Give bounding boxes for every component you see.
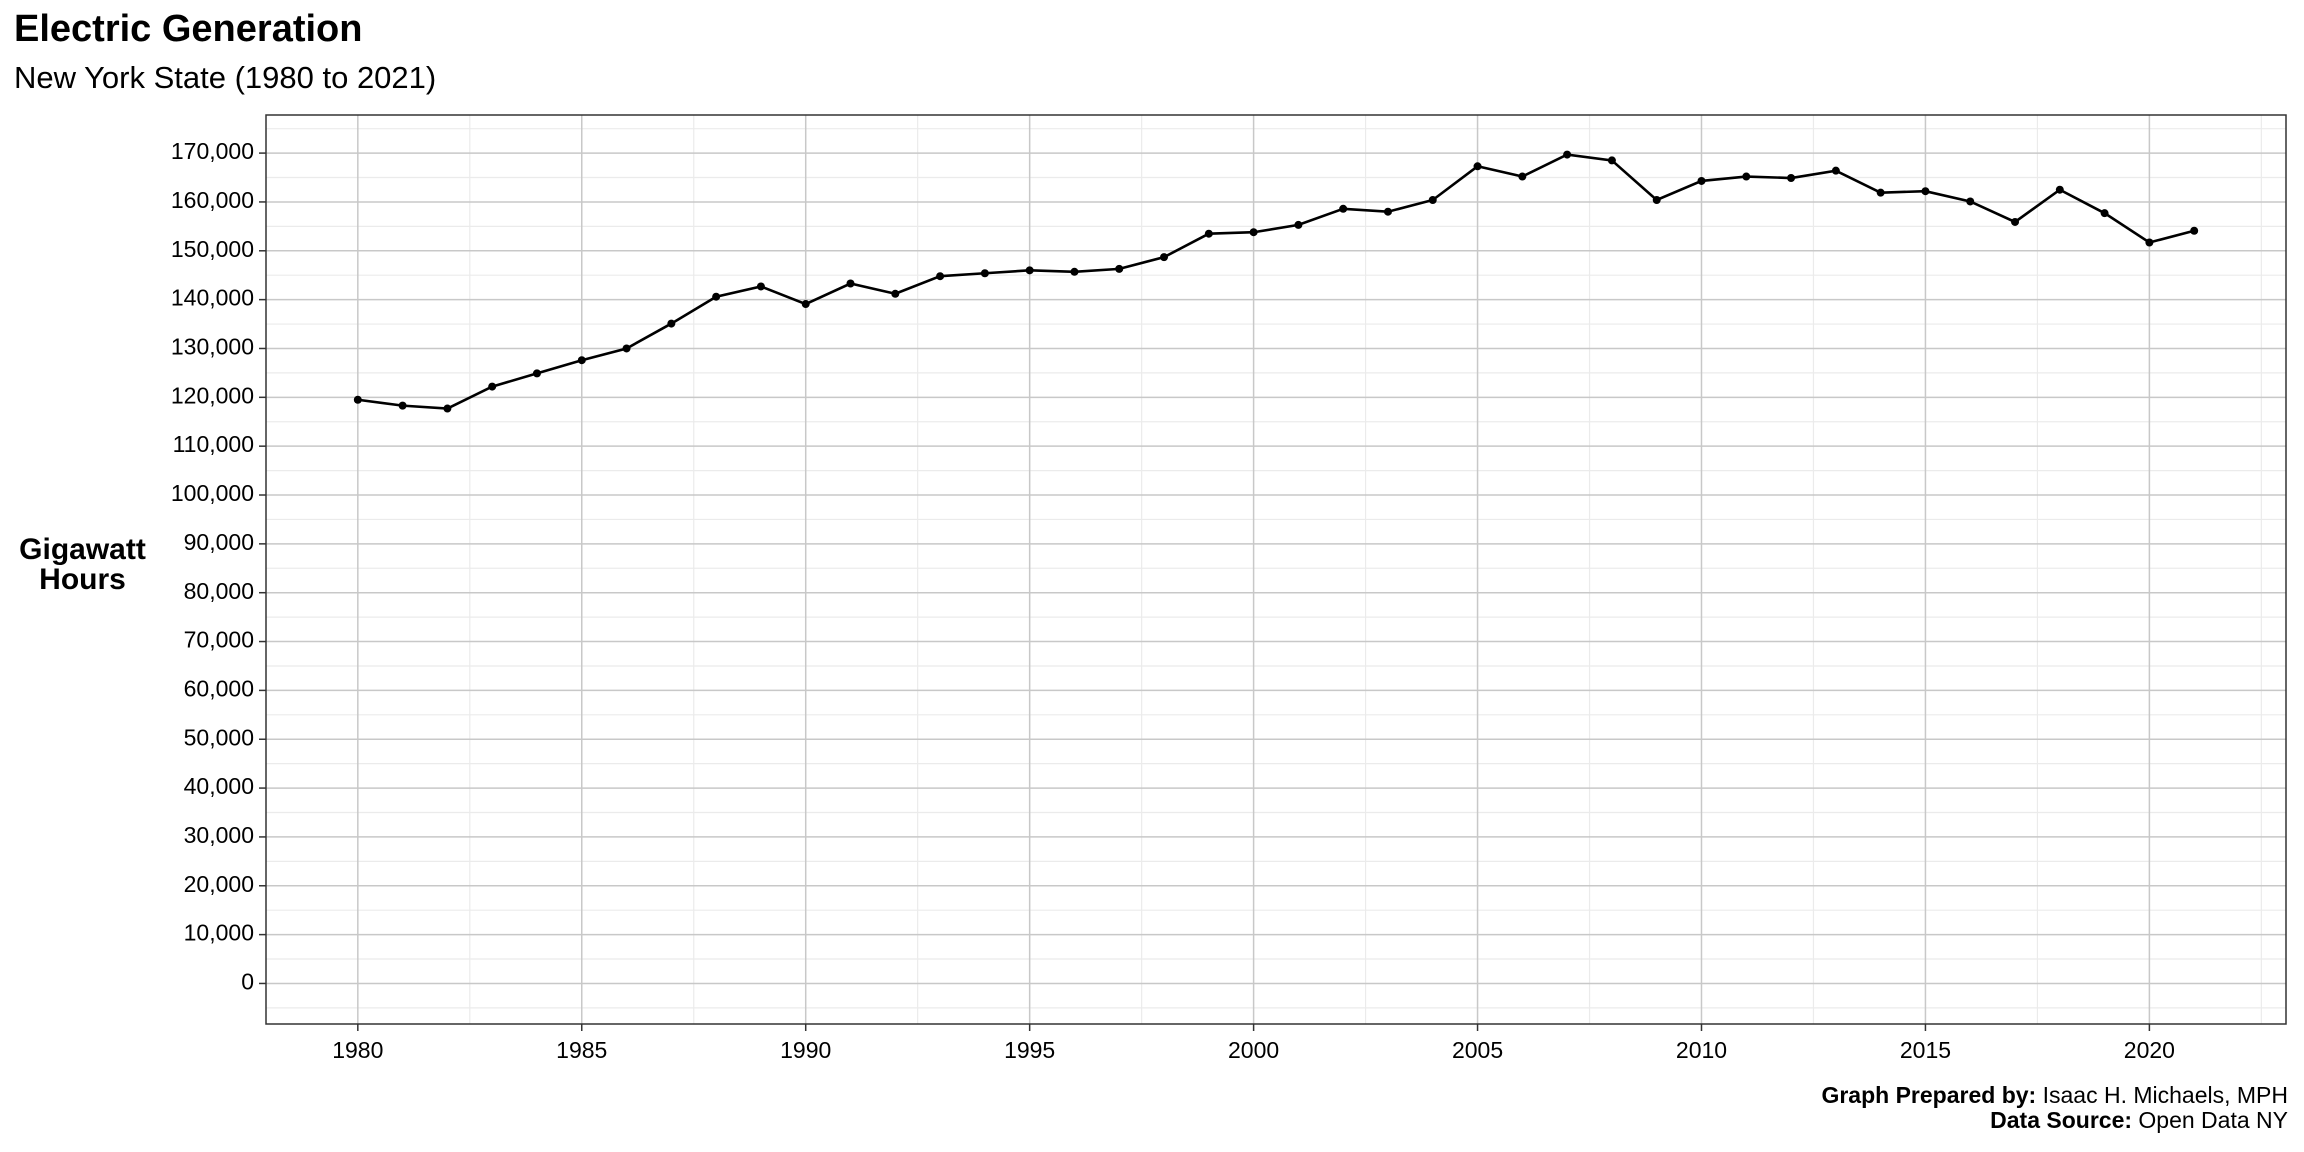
caption-text: Isaac H. Michaels, MPH <box>2042 1082 2288 1108</box>
x-tick-label: 2010 <box>1676 1037 1727 1063</box>
x-tick-label: 2015 <box>1900 1037 1951 1063</box>
chart-title: Electric Generation <box>14 8 362 50</box>
point <box>1831 166 1840 175</box>
x-tick-label: 2020 <box>2124 1037 2175 1063</box>
point <box>1563 150 1572 159</box>
point <box>532 369 541 378</box>
point <box>353 395 362 404</box>
y-axis-label: Gigawatt Hours <box>19 533 146 596</box>
point <box>577 356 586 365</box>
caption-line: Graph Prepared by: Isaac H. Michaels, MP… <box>1821 1083 2288 1108</box>
point <box>1383 207 1392 216</box>
y-tick-label: 10,000 <box>184 920 254 946</box>
point <box>1294 220 1303 229</box>
y-tick-label: 150,000 <box>171 236 254 262</box>
point <box>2011 217 2020 226</box>
point <box>801 300 810 309</box>
point <box>667 319 676 328</box>
y-tick-label: 90,000 <box>184 529 254 555</box>
point <box>1607 156 1616 165</box>
y-tick-label: 40,000 <box>184 773 254 799</box>
point <box>1787 174 1796 183</box>
x-tick-label: 2005 <box>1452 1037 1503 1063</box>
point <box>1339 204 1348 213</box>
y-tick-label: 50,000 <box>184 724 254 750</box>
point <box>1966 197 1975 206</box>
point <box>891 289 900 298</box>
x-tick-label: 1990 <box>780 1037 831 1063</box>
y-tick-label: 80,000 <box>184 578 254 604</box>
point <box>1428 195 1437 204</box>
y-tick-label: 70,000 <box>184 627 254 653</box>
y-tick-label: 120,000 <box>171 382 254 408</box>
point <box>2145 238 2154 247</box>
point <box>1160 253 1169 262</box>
point <box>622 344 631 353</box>
point <box>846 279 855 288</box>
caption-text: Open Data NY <box>2138 1107 2288 1133</box>
x-tick-label: 1985 <box>556 1037 607 1063</box>
x-tick-label: 1995 <box>1004 1037 1055 1063</box>
y-tick-label: 0 <box>241 969 254 995</box>
caption-line: Data Source: Open Data NY <box>1821 1108 2288 1133</box>
point <box>1921 187 1930 196</box>
point <box>398 401 407 410</box>
x-tick-label: 2000 <box>1228 1037 1279 1063</box>
y-tick-label: 160,000 <box>171 187 254 213</box>
caption-label: Graph Prepared by: <box>1821 1082 2037 1108</box>
point <box>1249 228 1258 237</box>
point <box>936 272 945 281</box>
y-tick-label: 20,000 <box>184 871 254 897</box>
y-tick-label: 60,000 <box>184 675 254 701</box>
caption: Graph Prepared by: Isaac H. Michaels, MP… <box>1821 1083 2288 1133</box>
point <box>712 292 721 301</box>
x-tick-label: 1980 <box>332 1037 383 1063</box>
line <box>357 153 2195 410</box>
point <box>488 382 497 391</box>
point <box>980 269 989 278</box>
caption-label: Data Source: <box>1990 1107 2133 1133</box>
plot-border <box>265 114 2287 1025</box>
point <box>443 404 452 413</box>
point <box>1204 229 1213 238</box>
point <box>2055 185 2064 194</box>
y-tick-label: 100,000 <box>171 480 254 506</box>
point <box>2190 226 2199 235</box>
point <box>1697 176 1706 185</box>
y-tick-label: 130,000 <box>171 334 254 360</box>
chart-subtitle: New York State (1980 to 2021) <box>14 60 436 95</box>
point <box>1115 264 1124 273</box>
y-tick-label: 110,000 <box>173 431 254 457</box>
y-tick-label: 140,000 <box>171 285 254 311</box>
point <box>1652 195 1661 204</box>
y-tick-label: 30,000 <box>184 822 254 848</box>
point <box>1473 162 1482 171</box>
point <box>1876 188 1885 197</box>
y-tick-label: 170,000 <box>171 138 254 164</box>
point <box>1025 266 1034 275</box>
point <box>2100 209 2109 218</box>
point <box>1070 267 1079 276</box>
point <box>1518 172 1527 181</box>
point <box>1742 172 1751 181</box>
point <box>756 282 765 291</box>
